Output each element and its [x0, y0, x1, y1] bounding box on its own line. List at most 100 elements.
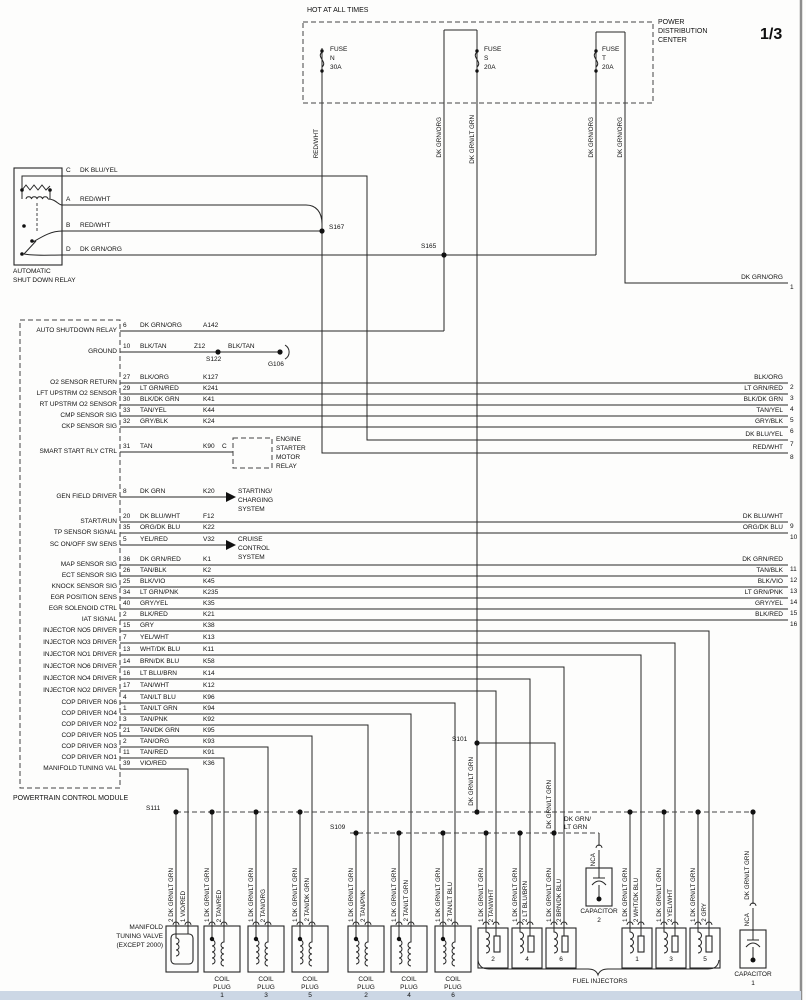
- pcm-row-pin: 30: [123, 396, 131, 403]
- wire-label: LT GRN/RED: [744, 385, 783, 392]
- fuse-label: 20A: [602, 64, 614, 71]
- pcm-row-circuit: K36: [203, 760, 215, 767]
- component-label: COIL: [258, 976, 274, 983]
- pcm-row-label: COP DRIVER NO5: [61, 732, 117, 739]
- pcm-row-label: TP SENSOR SIGNAL: [53, 529, 117, 536]
- splice-label: S111: [146, 805, 161, 812]
- pcm-row-pin: 36: [123, 556, 131, 563]
- connector-pin: C: [222, 443, 227, 450]
- wire-label: 1 DK GRN/LT GRN: [478, 868, 485, 922]
- relay-title: SHUT DOWN RELAY: [13, 277, 76, 284]
- system-label: ENGINE: [276, 436, 301, 443]
- pcm-row-pin: 16: [123, 670, 131, 677]
- component-label: 4: [407, 992, 411, 999]
- wire-number: 9: [790, 523, 794, 530]
- pcm-row-color: BLK/DK GRN: [140, 396, 180, 403]
- wire-label: 2 TAN/RED: [216, 889, 223, 922]
- wire-label: BLK/RED: [755, 611, 783, 618]
- wire-number: 1: [790, 284, 794, 291]
- pcm-row-pin: 33: [123, 407, 131, 414]
- wire-label: 1 DK GRN/LT GRN: [690, 868, 697, 922]
- fuse-label: FUSE: [330, 46, 348, 53]
- pcm-row-circuit: K44: [203, 407, 215, 414]
- pcm-title: POWERTRAIN CONTROL MODULE: [13, 795, 129, 802]
- component-label: 1: [220, 992, 224, 999]
- splice-label: S167: [329, 224, 345, 231]
- wire-label: 2 TAN/WHT: [488, 888, 495, 922]
- fuel-injectors-label: FUEL INJECTORS: [572, 978, 628, 985]
- wire-label: LT GRN: [564, 824, 588, 831]
- pcm-row-color: ORG/DK BLU: [140, 524, 181, 531]
- injector-number: 2: [491, 956, 495, 963]
- component-label: COIL: [302, 976, 318, 983]
- pcm-row-pin: 31: [123, 443, 131, 450]
- pcm-row-circuit: K90: [203, 443, 215, 450]
- pcm-row-color: TAN/RED: [140, 749, 169, 756]
- pcm-row-label: INJECTOR NO3 DRIVER: [43, 639, 117, 646]
- pcm-row-color: TAN/LT GRN: [140, 705, 178, 712]
- pcm-row-pin: 20: [123, 513, 131, 520]
- pcm-row-color: LT GRN/RED: [140, 385, 179, 392]
- pcm-row-circuit: K241: [203, 385, 219, 392]
- pdc-label: POWER: [658, 19, 685, 26]
- wire-label: BLK/DK GRN: [743, 396, 783, 403]
- pcm-row-circuit: F12: [203, 513, 215, 520]
- fuse-label: S: [484, 55, 489, 62]
- pcm-row-color: TAN/YEL: [140, 407, 167, 414]
- wire-label: 1 DK GRN/LT GRN: [204, 868, 211, 922]
- pcm-row-label: AUTO SHUTDOWN RELAY: [36, 327, 117, 334]
- page-number: 1/3: [760, 26, 783, 43]
- component-label: 2: [364, 992, 368, 999]
- pcm-row-pin: 7: [123, 634, 127, 641]
- wire-label: DK BLU/YEL: [80, 167, 118, 174]
- splice-label: S165: [421, 243, 437, 250]
- pcm-row-color: GRY: [140, 622, 154, 629]
- wire-label: DK GRN/LT GRN: [744, 851, 751, 900]
- wire-label: TAN/BLK: [756, 567, 783, 574]
- pcm-row-pin: 26: [123, 567, 131, 574]
- pcm-row-label: START/RUN: [80, 518, 117, 525]
- pcm-row-color: BLK/ORG: [140, 374, 169, 381]
- pcm-row-circuit: K13: [203, 634, 215, 641]
- pcm-row-circuit: K38: [203, 622, 215, 629]
- pcm-row-color: BLK/RED: [140, 611, 168, 618]
- wire-label: 2 GRY: [701, 903, 708, 922]
- wire-label: GRY/YEL: [754, 600, 783, 607]
- pcm-row-pin: 4: [123, 694, 127, 701]
- system-label: RELAY: [276, 463, 297, 470]
- wire-label: 1 DK GRN/LT GRN: [546, 868, 553, 922]
- wire-number: 3: [790, 395, 794, 402]
- pcm-row-pin: 27: [123, 374, 131, 381]
- wire-label: 2 TAN/PNK: [360, 890, 367, 922]
- pcm-row-pin: 39: [123, 760, 131, 767]
- system-label: SYSTEM: [238, 506, 265, 513]
- pcm-row-circuit: K41: [203, 396, 215, 403]
- component-label: 6: [451, 992, 455, 999]
- pcm-row-color: VIO/RED: [140, 760, 167, 767]
- wire-label: 1 DK GRN/LT GRN: [348, 868, 355, 922]
- pcm-row-pin: 40: [123, 600, 131, 607]
- pcm-row-pin: 35: [123, 524, 131, 531]
- component-label: COIL: [445, 976, 461, 983]
- pcm-row-label: INJECTOR NO6 DRIVER: [43, 663, 117, 670]
- component-label: PLUG: [301, 984, 319, 991]
- wire-label: BLK/VIO: [757, 578, 783, 585]
- wire-label: 1 DK GRN/LT GRN: [248, 868, 255, 922]
- pcm-row-label: INJECTOR NO2 DRIVER: [43, 687, 117, 694]
- relay-pin: D: [66, 246, 71, 253]
- pcm-row-label: CMP SENSOR SIG: [60, 412, 117, 419]
- pcm-row-label: LFT UPSTRM O2 SENSOR: [36, 390, 117, 397]
- component-label: CAPACITOR: [734, 971, 772, 978]
- component-label: COIL: [358, 976, 374, 983]
- pcm-row-label: MANIFOLD TUNING VAL: [43, 765, 117, 772]
- pcm-row-circuit: K95: [203, 727, 215, 734]
- pcm-row-circuit: K11: [203, 646, 215, 653]
- nca-label: NCA: [590, 852, 597, 866]
- pcm-row-pin: 2: [123, 738, 127, 745]
- wire-label: DK GRN/LT GRN: [468, 757, 475, 806]
- pcm-row-circuit: K58: [203, 658, 215, 665]
- wire-number: 4: [790, 406, 794, 413]
- wire-label: RED/WHT: [80, 222, 111, 229]
- pcm-row-label: COP DRIVER NO4: [61, 710, 117, 717]
- relay-pin: A: [66, 196, 71, 203]
